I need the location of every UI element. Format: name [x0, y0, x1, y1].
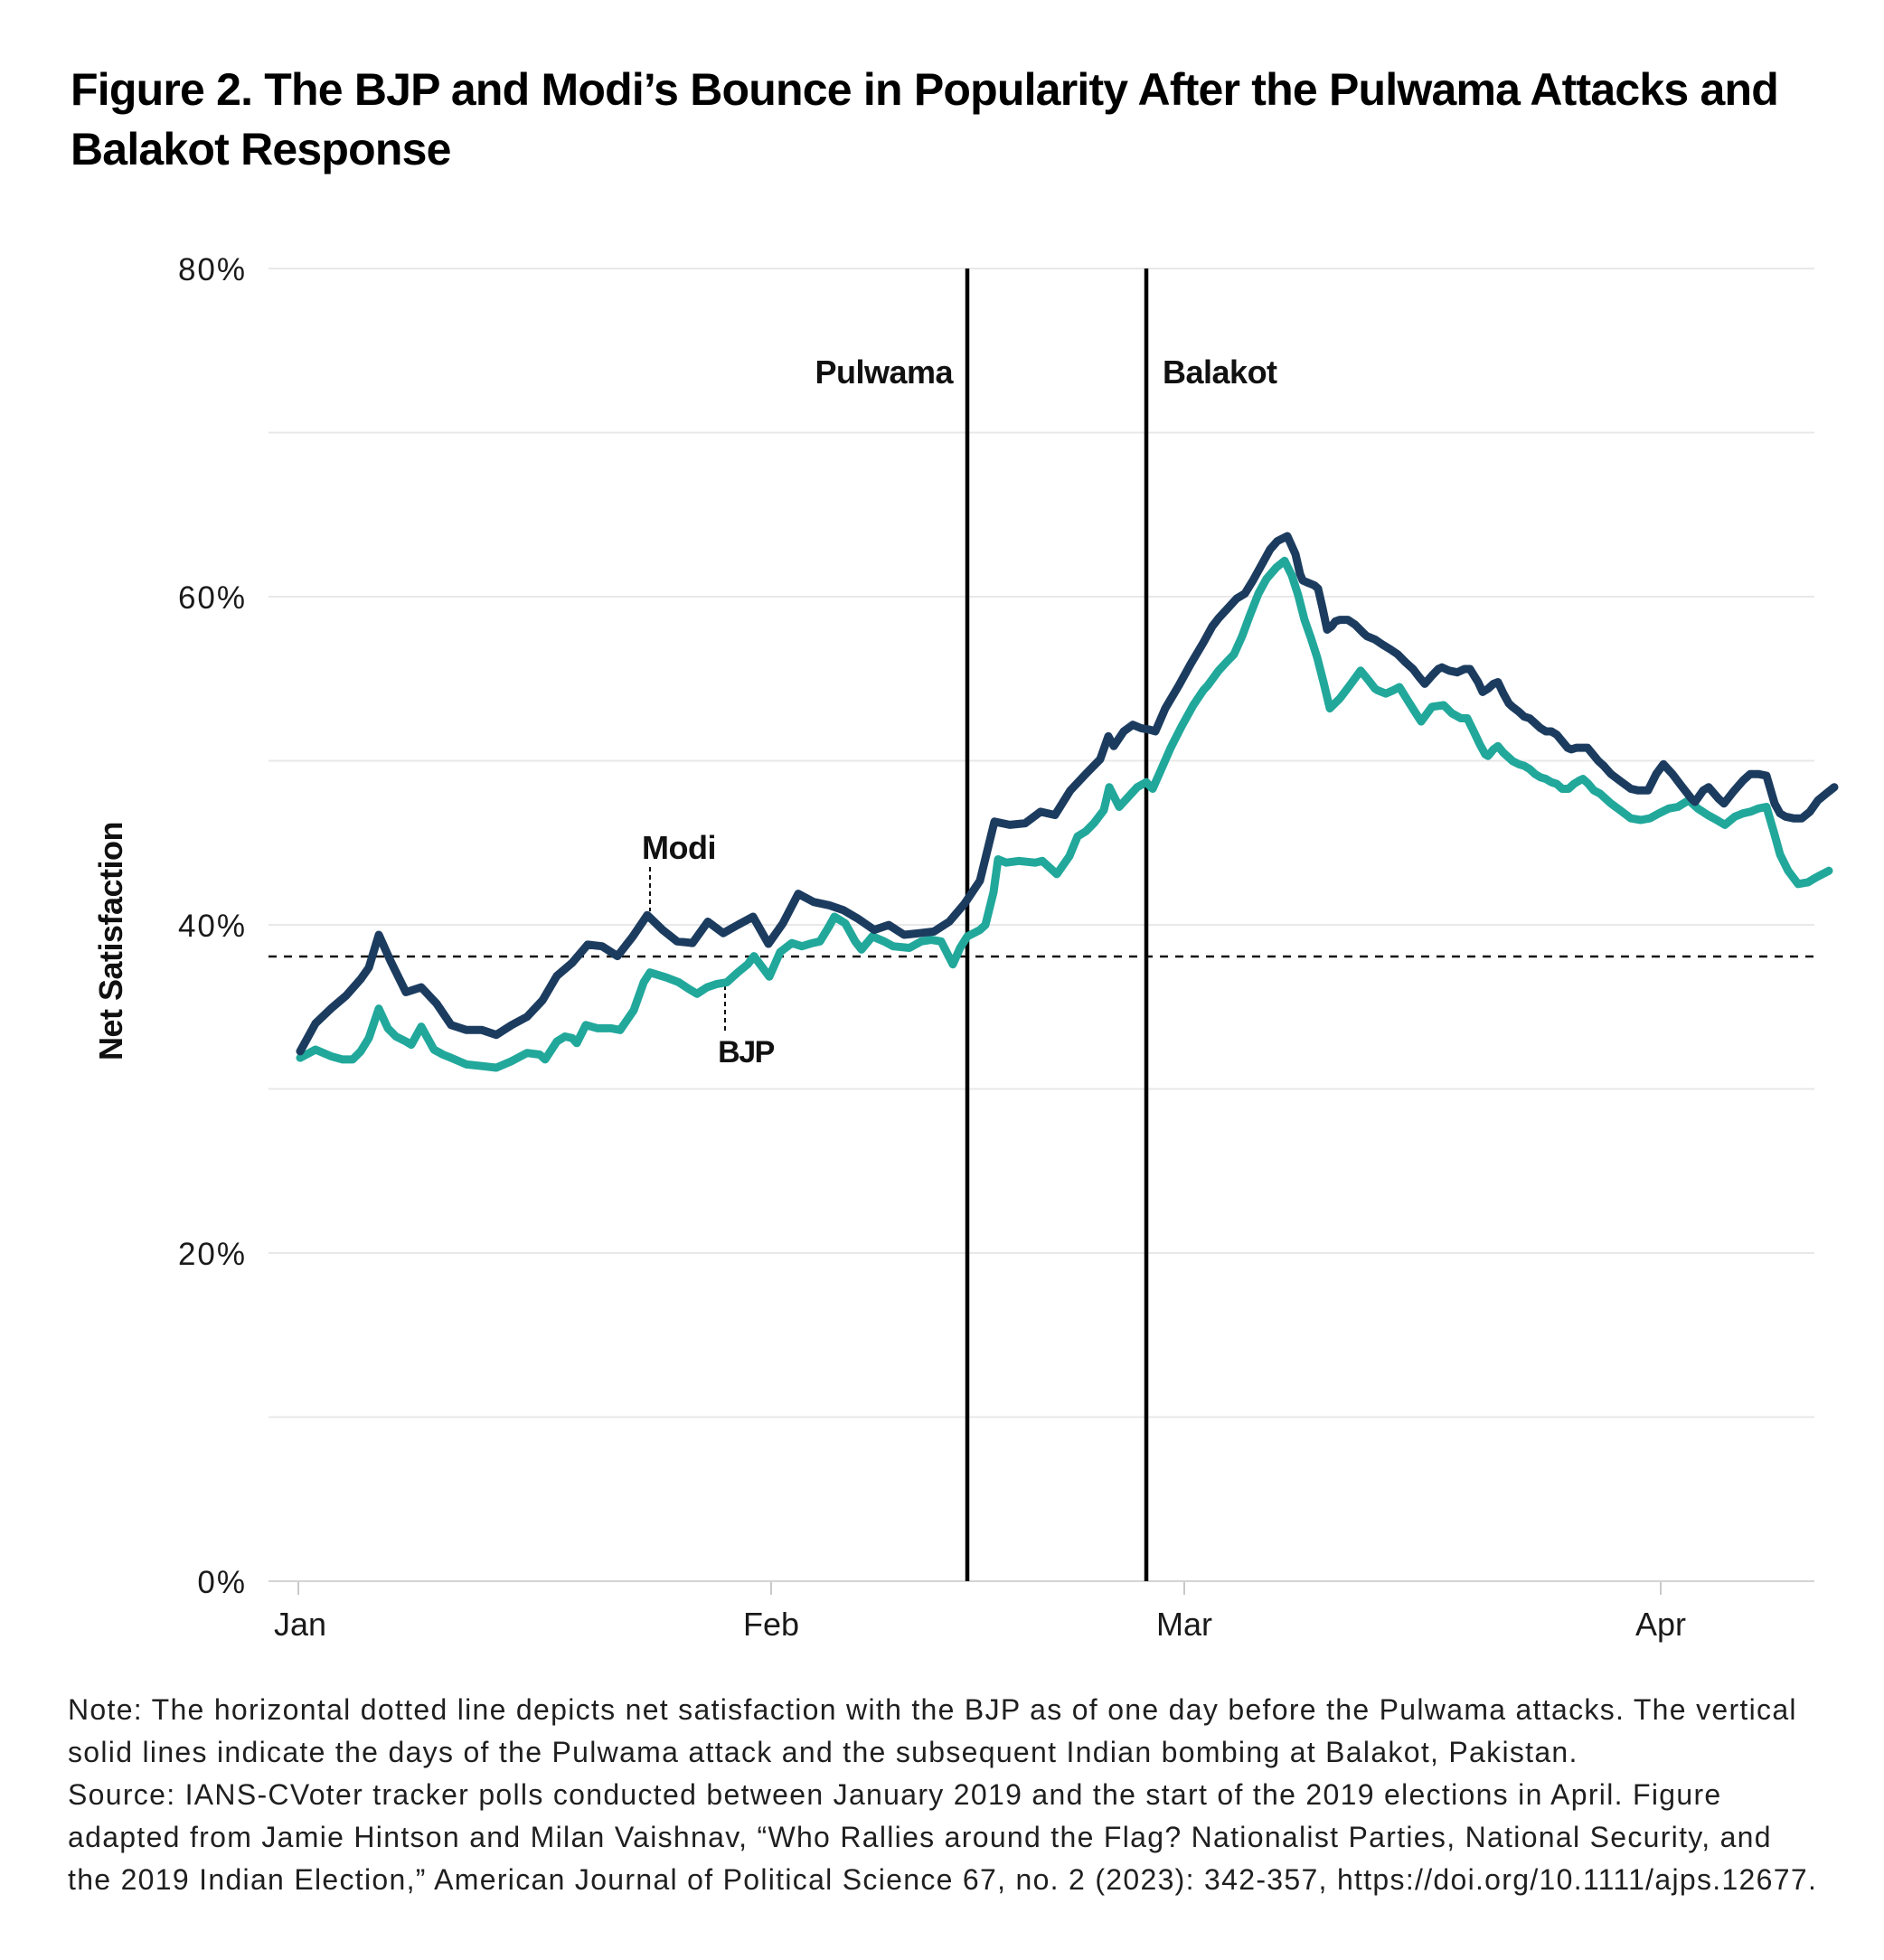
svg-text:Feb: Feb — [743, 1606, 799, 1643]
svg-text:Modi: Modi — [642, 829, 716, 866]
svg-text:Jan: Jan — [274, 1606, 326, 1643]
svg-text:20%: 20% — [178, 1237, 247, 1272]
svg-text:40%: 40% — [178, 909, 247, 944]
svg-text:Apr: Apr — [1635, 1606, 1686, 1643]
svg-text:80%: 80% — [178, 252, 247, 287]
svg-text:Balakot: Balakot — [1163, 353, 1277, 391]
svg-text:Net Satisfaction: Net Satisfaction — [92, 822, 129, 1060]
svg-text:BJP: BJP — [718, 1035, 774, 1070]
svg-text:0%: 0% — [197, 1565, 247, 1600]
svg-text:Mar: Mar — [1156, 1606, 1212, 1643]
svg-text:60%: 60% — [178, 580, 247, 616]
svg-text:Pulwama: Pulwama — [815, 353, 954, 391]
